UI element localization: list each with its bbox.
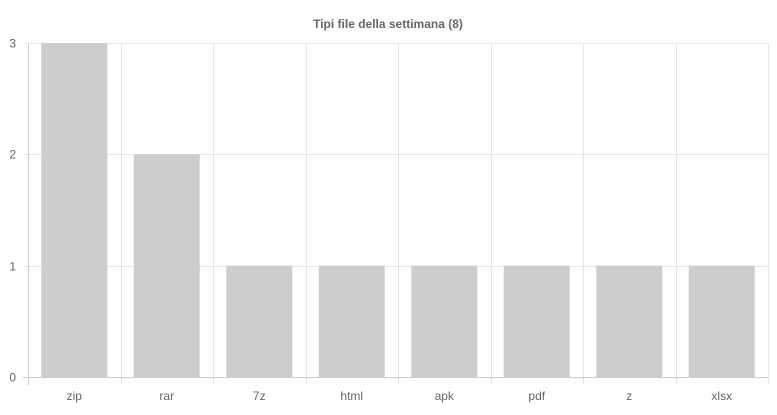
bar-xlsx bbox=[688, 265, 755, 377]
bar-pdf bbox=[503, 265, 570, 377]
x-tick-label: 7z bbox=[253, 389, 266, 403]
bar-zip bbox=[41, 43, 108, 377]
y-tick-label: 2 bbox=[9, 148, 16, 162]
x-tick-label: rar bbox=[159, 389, 174, 403]
x-tick-label: zip bbox=[67, 389, 83, 403]
bar-rar bbox=[133, 154, 200, 377]
x-axis-ticks: zip rar 7z html apk pdf z xlsx bbox=[67, 389, 733, 403]
y-tick-label: 1 bbox=[9, 260, 16, 274]
x-tick-label: html bbox=[340, 389, 363, 403]
bars bbox=[41, 43, 755, 377]
y-tick-label: 3 bbox=[9, 37, 16, 51]
y-axis-ticks: 0 1 2 3 bbox=[9, 37, 16, 385]
x-tick-label: pdf bbox=[528, 389, 545, 403]
y-tick-label: 0 bbox=[9, 371, 16, 385]
bar-html bbox=[318, 265, 385, 377]
chart-title: Tipi file della settimana (8) bbox=[313, 17, 463, 31]
x-tick-label: z bbox=[626, 389, 632, 403]
axes bbox=[23, 43, 768, 385]
bar-apk bbox=[411, 265, 478, 377]
bar-z bbox=[596, 265, 663, 377]
x-tick-label: xlsx bbox=[711, 389, 732, 403]
x-tick-label: apk bbox=[435, 389, 455, 403]
bar-7z bbox=[226, 265, 293, 377]
